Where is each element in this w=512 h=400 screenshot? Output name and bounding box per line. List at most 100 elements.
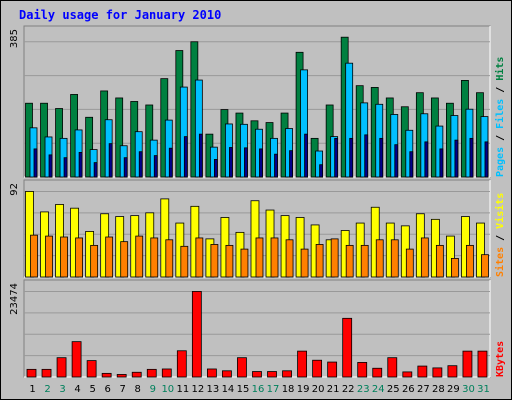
bar-kbytes [101,372,112,378]
x-tick-label: 7 [120,384,126,395]
bar-pages [259,148,263,178]
y-max-label: 23474 [9,283,20,315]
side-legend: Sites / Visits [494,193,506,277]
bar-kbytes [327,361,338,378]
bar-sites [435,244,444,278]
bar-pages [198,133,203,178]
bar-pages [394,144,399,178]
bar-pages [244,147,248,178]
bar-kbytes [176,350,187,378]
bar-kbytes [402,371,413,378]
bar-kbytes [116,374,127,378]
bar-pages [48,154,53,178]
bar-pages [469,137,474,178]
bar-sites [195,237,204,278]
bar-kbytes [26,368,37,378]
legend-part: / [495,229,506,247]
x-tick-label: 23 [357,384,370,395]
bar-pages [93,162,98,178]
bar-sites [270,237,279,278]
bar-pages [138,151,143,178]
chart-panels: 385 Pages / Files / Hits 92 Sites / Visits 2… [9,25,506,378]
panel-kbytes: 23474 KBytes [9,279,506,378]
bar-sites [75,237,83,278]
bar-kbytes [372,367,383,378]
bar-sites [225,244,234,278]
bar-kbytes [312,359,323,378]
bar-pages [484,141,489,178]
legend-part: Visits [494,193,506,229]
bar-kbytes [357,362,368,378]
bar-kbytes [222,370,232,378]
bar-files [194,79,203,178]
bar-kbytes [56,357,67,378]
y-max-label: 92 [9,183,20,196]
x-tick-label: 6 [104,384,110,395]
bar-kbytes [282,370,292,378]
bar-sites [165,239,174,278]
x-tick-label: 24 [372,384,385,395]
x-tick-label: 28 [432,384,445,395]
bar-pages [33,148,38,178]
bar-sites [150,237,159,278]
legend-part: Sites [494,247,506,277]
x-tick-label: 27 [417,384,430,395]
bar-sites [180,245,189,278]
bar-kbytes [342,317,353,378]
bar-visits [476,222,485,278]
x-tick-label: 22 [342,384,355,395]
x-tick-label: 19 [297,384,310,395]
bar-pages [108,143,113,178]
bar-pages [379,137,384,178]
panel-visits_sites: 92 Sites / Visits [9,179,506,278]
x-tick-label: 1 [29,384,35,395]
legend-part: Pages [495,147,506,177]
x-tick-label: 11 [176,384,189,395]
x-tick-label: 16 [252,384,265,395]
x-tick-label: 21 [327,384,340,395]
bar-pages [168,147,173,178]
x-tick-label: 29 [447,384,460,395]
bar-pages [349,137,354,178]
x-tick-label: 4 [74,384,80,395]
panel-hits_files_pages: 385 Pages / Files / Hits [9,25,506,178]
bar-sites [405,248,414,278]
bar-sites [450,257,459,278]
bar-kbytes [161,368,172,378]
bar-pages [424,141,429,178]
bar-pages [274,153,278,178]
bar-kbytes [41,368,52,378]
bar-files [315,150,324,178]
side-legend: Pages / Files / Hits [494,57,506,177]
legend-part: Files [494,99,506,129]
bar-sites [375,239,384,278]
legend-part: KBytes [495,341,506,377]
bar-hits [115,97,124,178]
bar-pages [123,157,128,178]
legend-part: Hits [494,57,506,81]
bar-kbytes [477,350,488,378]
bar-files [179,86,188,178]
bar-sites [315,244,324,278]
bar-pages [454,139,459,178]
bar-sites [420,237,429,278]
x-tick-label: 26 [402,384,415,395]
bar-pages [409,151,414,178]
bar-sites [105,236,114,278]
bar-kbytes [447,365,458,378]
bar-kbytes [86,360,97,378]
bar-kbytes [131,371,142,378]
bar-files [345,62,354,178]
bar-visits [445,235,455,278]
bar-sites [390,239,399,278]
bar-visits [160,198,170,278]
x-tick-label: 17 [267,384,280,395]
bar-kbytes [237,357,247,378]
bar-sites [300,248,309,278]
bar-sites [481,254,489,278]
bar-sites [345,244,354,278]
bar-pages [183,136,188,178]
x-tick-label: 15 [237,384,250,395]
bar-files [300,69,308,178]
